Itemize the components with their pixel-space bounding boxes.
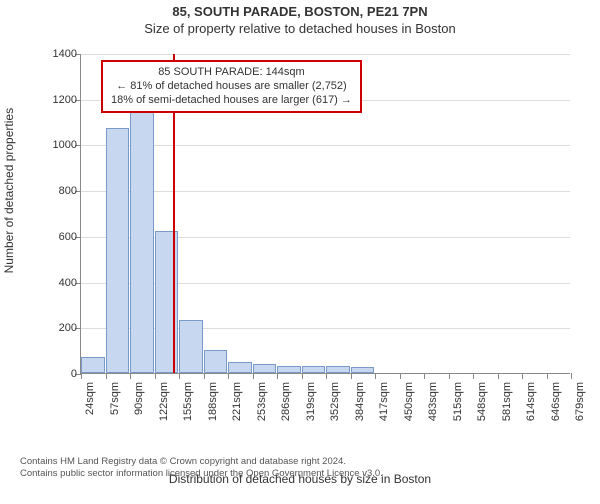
y-tick-label: 1400 — [32, 48, 77, 60]
histogram-bar — [106, 128, 130, 373]
page-subtitle: Size of property relative to detached ho… — [0, 21, 600, 36]
y-tick-label: 200 — [32, 322, 77, 334]
histogram-bar — [130, 108, 154, 373]
x-tick-label: 122sqm — [158, 382, 170, 437]
y-tick-label: 400 — [32, 277, 77, 289]
histogram-bar — [277, 366, 301, 373]
histogram-bar — [228, 362, 252, 373]
y-tick-label: 0 — [32, 368, 77, 380]
x-tick-label: 221sqm — [231, 382, 243, 437]
x-tick-label: 253sqm — [256, 382, 268, 437]
x-tick-label: 679sqm — [574, 382, 586, 437]
x-tick-label: 614sqm — [525, 382, 537, 437]
x-tick-label: 286sqm — [280, 382, 292, 437]
y-tick-label: 800 — [32, 185, 77, 197]
x-tick-label: 548sqm — [476, 382, 488, 437]
x-tick-label: 319sqm — [305, 382, 317, 437]
x-tick-label: 155sqm — [182, 382, 194, 437]
x-tick-label: 57sqm — [109, 382, 121, 437]
y-tick-label: 1200 — [32, 94, 77, 106]
histogram-bar — [179, 320, 203, 373]
x-tick-label: 188sqm — [207, 382, 219, 437]
x-tick-label: 352sqm — [329, 382, 341, 437]
histogram-bar — [81, 357, 105, 373]
callout-line-2: ← 81% of detached houses are smaller (2,… — [111, 80, 352, 94]
footer-line-1: Contains HM Land Registry data © Crown c… — [20, 456, 580, 468]
histogram-bar — [302, 366, 326, 373]
y-tick-label: 600 — [32, 231, 77, 243]
x-tick-label: 417sqm — [378, 382, 390, 437]
page-title: 85, SOUTH PARADE, BOSTON, PE21 7PN — [0, 4, 600, 19]
callout-line-1: 85 SOUTH PARADE: 144sqm — [111, 66, 352, 80]
x-axis-title: Distribution of detached houses by size … — [20, 472, 580, 486]
x-tick-label: 483sqm — [427, 382, 439, 437]
histogram-bar — [351, 367, 375, 373]
x-tick-label: 24sqm — [84, 382, 96, 437]
y-axis-title: Number of detached properties — [2, 108, 16, 273]
y-tick-label: 1000 — [32, 139, 77, 151]
plot-area: 85 SOUTH PARADE: 144sqm← 81% of detached… — [80, 54, 570, 374]
x-tick-label: 90sqm — [133, 382, 145, 437]
histogram-bar — [326, 366, 350, 373]
histogram-bar — [204, 350, 228, 373]
x-tick-label: 384sqm — [354, 382, 366, 437]
callout-line-3: 18% of semi-detached houses are larger (… — [111, 94, 352, 108]
gridline — [81, 145, 570, 146]
x-tick-label: 646sqm — [550, 382, 562, 437]
chart-container: Number of detached properties 85 SOUTH P… — [20, 42, 580, 422]
histogram-bar — [253, 364, 277, 373]
gridline — [81, 191, 570, 192]
x-tick-label: 581sqm — [501, 382, 513, 437]
gridline — [81, 54, 570, 55]
callout-box: 85 SOUTH PARADE: 144sqm← 81% of detached… — [101, 60, 362, 113]
x-tick-label: 450sqm — [403, 382, 415, 437]
x-tick-label: 515sqm — [452, 382, 464, 437]
